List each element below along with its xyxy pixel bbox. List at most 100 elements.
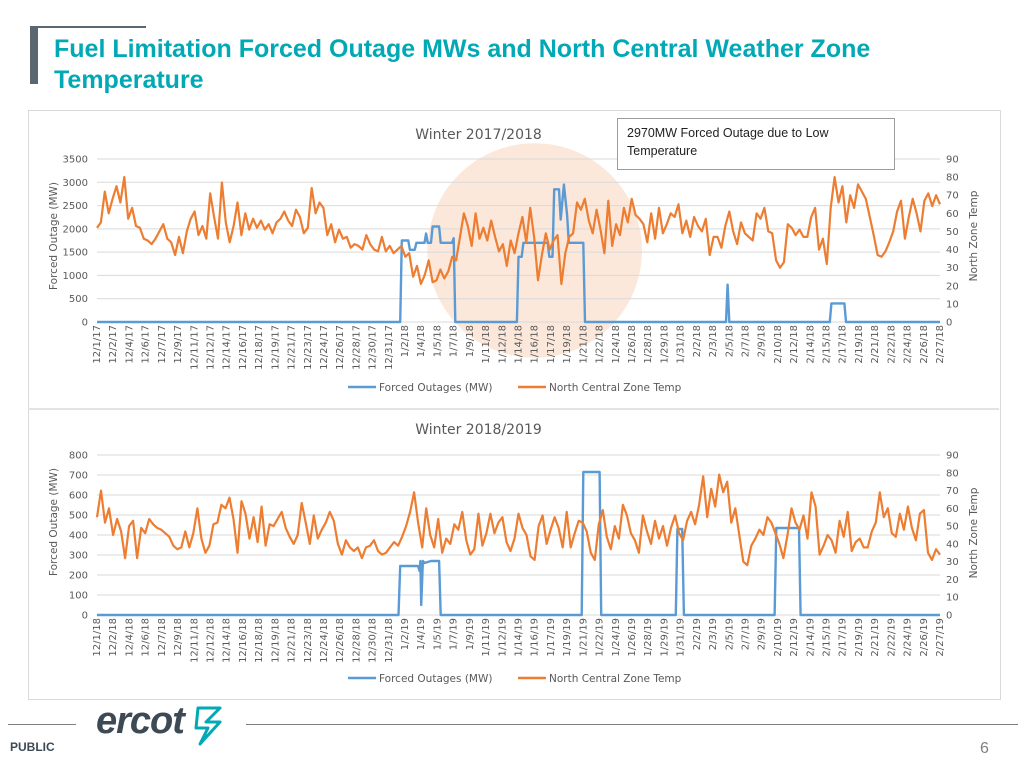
x-tick-label: 12/9/18 xyxy=(173,618,184,657)
x-tick-label: 2/9/19 xyxy=(757,618,768,650)
x-tick-label: 2/27/19 xyxy=(935,618,946,657)
x-tick-label: 2/21/18 xyxy=(870,325,881,364)
footer-public-label: PUBLIC xyxy=(10,740,55,754)
x-tick-label: 12/28/17 xyxy=(351,325,362,370)
y2-tick-label: 40 xyxy=(946,539,959,550)
y2-tick-label: 70 xyxy=(946,486,959,497)
x-tick-label: 12/30/17 xyxy=(368,325,379,370)
y2-tick-label: 20 xyxy=(946,575,959,586)
x-tick-label: 12/21/17 xyxy=(287,325,298,370)
x-tick-label: 2/27/18 xyxy=(935,325,946,364)
x-tick-label: 12/1/17 xyxy=(92,325,103,364)
y-tick-label: 400 xyxy=(69,531,88,542)
x-tick-label: 12/21/18 xyxy=(287,618,298,663)
x-tick-label: 12/11/18 xyxy=(189,618,200,663)
x-tick-label: 1/7/18 xyxy=(449,325,460,357)
temp-series-line xyxy=(96,176,942,286)
x-tick-label: 2/21/19 xyxy=(870,618,881,657)
y-tick-label: 300 xyxy=(69,551,88,562)
x-tick-label: 12/6/17 xyxy=(141,325,152,364)
x-tick-label: 12/2/18 xyxy=(108,618,119,657)
x-tick-label: 1/29/19 xyxy=(659,618,670,657)
x-tick-label: 1/29/18 xyxy=(659,325,670,364)
x-tick-label: 1/5/18 xyxy=(432,325,443,357)
y-tick-label: 500 xyxy=(69,511,88,522)
y-tick-label: 3000 xyxy=(63,178,88,189)
x-tick-label: 2/15/19 xyxy=(822,618,833,657)
x-tick-label: 2/9/18 xyxy=(757,325,768,357)
x-tick-label: 1/12/18 xyxy=(497,325,508,364)
x-tick-label: 2/17/18 xyxy=(838,325,849,364)
x-tick-label: 1/16/18 xyxy=(530,325,541,364)
x-tick-label: 12/11/17 xyxy=(189,325,200,370)
y2-tick-label: 10 xyxy=(946,299,959,310)
x-tick-label: 12/19/17 xyxy=(270,325,281,370)
x-tick-label: 2/5/18 xyxy=(724,325,735,357)
x-tick-label: 2/7/18 xyxy=(740,325,751,357)
legend-label-outage: Forced Outages (MW) xyxy=(379,382,492,394)
y2-tick-label: 60 xyxy=(946,209,959,220)
y-tick-label: 0 xyxy=(82,318,88,329)
outage-series-line xyxy=(97,470,940,617)
legend-label-temp: North Central Zone Temp xyxy=(549,673,682,685)
y2-tick-label: 80 xyxy=(946,173,959,184)
x-tick-label: 1/14/18 xyxy=(514,325,525,364)
chart-title: Winter 2017/2018 xyxy=(415,127,542,143)
chart-frame xyxy=(28,110,1001,700)
legend-label-temp: North Central Zone Temp xyxy=(549,382,682,394)
x-tick-label: 12/24/18 xyxy=(319,618,330,663)
x-tick-label: 12/4/18 xyxy=(124,618,135,657)
x-tick-label: 1/21/19 xyxy=(578,618,589,657)
y2-tick-label: 90 xyxy=(946,451,959,462)
x-tick-label: 12/31/17 xyxy=(384,325,395,370)
y-tick-label: 2500 xyxy=(63,201,88,212)
y2-tick-label: 20 xyxy=(946,281,959,292)
x-tick-label: 1/4/19 xyxy=(416,618,427,650)
x-tick-label: 12/4/17 xyxy=(124,325,135,364)
y-tick-label: 2000 xyxy=(63,224,88,235)
x-tick-label: 1/17/19 xyxy=(546,618,557,657)
y-axis-label: Forced Outage (MW) xyxy=(48,182,60,290)
x-tick-label: 1/11/18 xyxy=(481,325,492,364)
x-tick-label: 2/19/18 xyxy=(854,325,865,364)
x-tick-label: 1/24/19 xyxy=(611,618,622,657)
x-tick-label: 2/22/18 xyxy=(886,325,897,364)
x-tick-label: 1/9/19 xyxy=(465,618,476,650)
x-tick-label: 1/4/18 xyxy=(416,325,427,357)
x-tick-label: 2/26/19 xyxy=(919,618,930,657)
x-tick-label: 2/12/19 xyxy=(789,618,800,657)
x-tick-label: 1/12/19 xyxy=(497,618,508,657)
y2-tick-label: 80 xyxy=(946,468,959,479)
x-tick-label: 2/10/19 xyxy=(773,618,784,657)
x-tick-label: 12/7/17 xyxy=(157,325,168,364)
footer-line-right xyxy=(246,724,1018,725)
x-tick-label: 12/16/18 xyxy=(238,618,249,663)
x-tick-label: 2/14/18 xyxy=(805,325,816,364)
outage-series-line xyxy=(97,183,940,324)
title-accent-line xyxy=(30,26,146,28)
x-tick-label: 12/18/17 xyxy=(254,325,265,370)
y-axis-label: Forced Outage (MW) xyxy=(48,468,60,576)
y2-tick-label: 90 xyxy=(946,155,959,166)
x-tick-label: 1/22/19 xyxy=(595,618,606,657)
y2-tick-label: 30 xyxy=(946,263,959,274)
x-tick-label: 12/24/17 xyxy=(319,325,330,370)
x-tick-label: 12/26/17 xyxy=(335,325,346,370)
y-tick-label: 500 xyxy=(69,294,88,305)
x-tick-label: 2/17/19 xyxy=(838,618,849,657)
x-tick-label: 1/31/19 xyxy=(676,618,687,657)
x-tick-label: 12/23/18 xyxy=(303,618,314,663)
x-tick-label: 2/5/19 xyxy=(724,618,735,650)
x-tick-label: 2/24/18 xyxy=(903,325,914,364)
x-tick-label: 1/28/18 xyxy=(643,325,654,364)
x-tick-label: 1/9/18 xyxy=(465,325,476,357)
y2-tick-label: 0 xyxy=(946,318,952,329)
legend-label-outage: Forced Outages (MW) xyxy=(379,673,492,685)
x-tick-label: 1/7/19 xyxy=(449,618,460,650)
x-tick-label: 12/1/18 xyxy=(92,618,103,657)
x-tick-label: 2/3/19 xyxy=(708,618,719,650)
y2-tick-label: 40 xyxy=(946,245,959,256)
x-tick-label: 1/16/19 xyxy=(530,618,541,657)
y2-tick-label: 70 xyxy=(946,191,959,202)
chart-separator xyxy=(28,408,999,410)
